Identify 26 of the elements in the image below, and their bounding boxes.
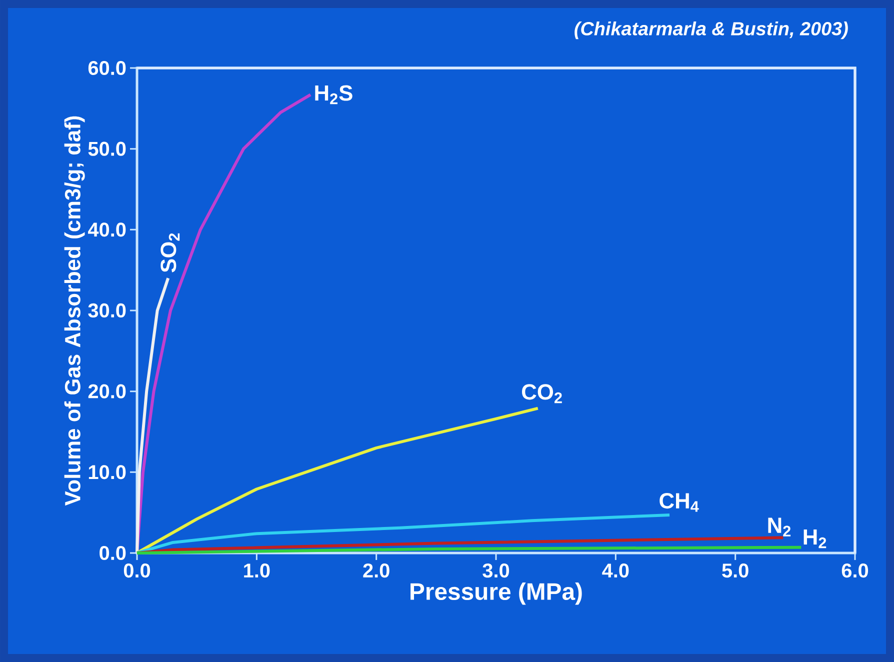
x-tick-label: 4.0: [602, 564, 629, 578]
text: (Chikatarmarla & Bustin, 2003): [574, 22, 848, 40]
x-tick-label: 2.0: [363, 564, 390, 578]
y-tick-label: 0.0: [100, 546, 126, 560]
series-label: CO$_{2}$: [522, 384, 562, 404]
y-tick-label: 60.0: [88, 60, 126, 76]
x-tick-label: 0.0: [124, 564, 150, 578]
x-axis-title: Pressure (MPa): [410, 582, 582, 605]
y-tick-label: 20.0: [88, 384, 126, 398]
series-label: CH$_{4}$: [660, 493, 699, 512]
y-tick-label: 30.0: [88, 303, 126, 318]
y-tick-label: 50.0: [88, 142, 126, 156]
x-tick-label: 6.0: [842, 564, 868, 578]
y-axis-title: Volume of Gas Absorbed (cm3/g; daf): [64, 116, 85, 506]
line-series: [136, 513, 672, 554]
series-label: N$_{2}$: [768, 518, 791, 536]
line-series: [136, 276, 170, 554]
series-label: H$_{2}$: [804, 529, 826, 548]
x-tick-label: 1.0: [244, 564, 270, 578]
x-tick-label: 5.0: [722, 564, 748, 578]
text: SO$_{2}$: [160, 233, 180, 272]
series-label: H$_{2}$S: [315, 85, 352, 104]
x-tick-label: 3.0: [482, 564, 510, 578]
line-series: [136, 406, 540, 554]
y-tick-label: 10.0: [88, 465, 126, 480]
y-tick-label: 40.0: [88, 222, 126, 237]
